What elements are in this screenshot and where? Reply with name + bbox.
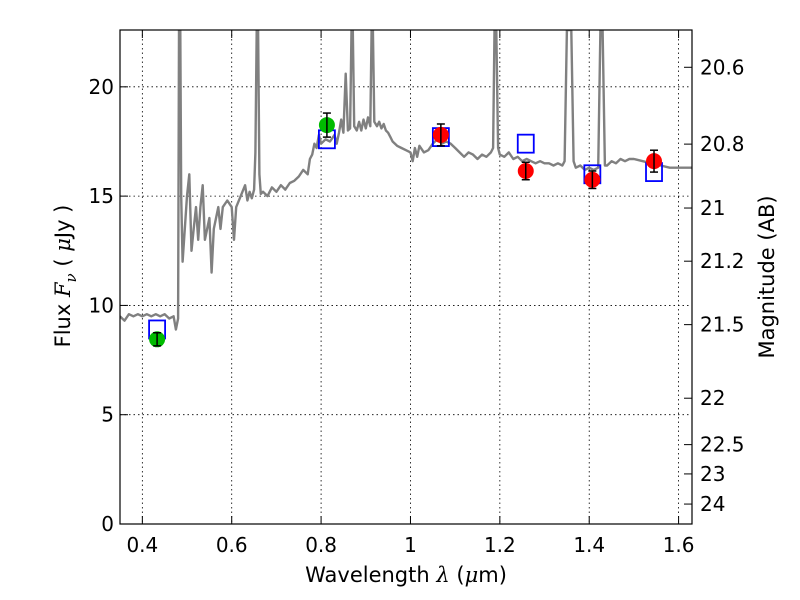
magnitude-tick-label: 20.8: [700, 132, 745, 156]
y-label-subscript: ν: [62, 273, 80, 282]
y-tick-label: 15: [89, 184, 114, 208]
x-label-unit-open: (: [456, 563, 464, 587]
x-tick-label: 0.8: [305, 533, 337, 557]
x-label-prefix: Wavelength: [305, 563, 430, 587]
x-axis-label: Wavelength λ (μm): [305, 563, 507, 587]
plot-frame: [119, 29, 693, 525]
magnitude-tick-label: 22: [700, 386, 725, 410]
y-tick-label: 20: [89, 75, 114, 99]
y-tick-label: 5: [101, 403, 114, 427]
model-spectrum-line: [120, 30, 692, 331]
y-label-unit-rest: Jy: [51, 219, 75, 240]
magnitude-tick-label: 23: [700, 462, 725, 486]
y-label-symbol: F: [51, 281, 75, 298]
magnitude-tick-label: 24: [700, 492, 725, 516]
y-label-unit-mu: μ: [51, 238, 75, 252]
x-label-unit-rest: m): [478, 563, 507, 587]
model-band-flux-square: [516, 133, 535, 154]
grid: [120, 30, 692, 525]
magnitude-tick-label: 21: [700, 196, 725, 220]
x-tick-label: 1.4: [573, 533, 605, 557]
magnitude-tick-label: 21.5: [700, 313, 745, 337]
magnitude-tick-label: 22.5: [700, 433, 745, 457]
y-label-prefix: Flux: [51, 304, 75, 348]
y-axis-label: Flux Fν ( μJy ): [51, 205, 80, 348]
x-label-unit-mu: μ: [465, 563, 479, 587]
magnitude-tick-label: 21.2: [700, 249, 745, 273]
x-tick-label: 1.6: [663, 533, 695, 557]
model-photometry-layer: [148, 127, 663, 340]
y-tick-label: 0: [101, 512, 114, 536]
x-tick-label: 0.4: [126, 533, 158, 557]
x-tick-label: 1.2: [484, 533, 516, 557]
observed-photometry-layer: [149, 112, 663, 348]
magnitude-tick-label: 20.6: [700, 55, 745, 79]
y-label-unit-close: ): [51, 205, 75, 213]
y-label-unit-open: (: [51, 258, 75, 266]
x-tick-label: 0.6: [216, 533, 248, 557]
model-spectrum-layer: [120, 30, 692, 331]
x-tick-label: 1: [404, 533, 417, 557]
x-label-symbol: λ: [435, 563, 449, 587]
y-tick-label: 10: [89, 293, 114, 317]
right-axis-label: Magnitude (AB): [755, 195, 779, 358]
ticks: 0.4 0.6 0.8 1 1.2 1.4 1.6 0 5 10 15 20 20.6 20.8 21 21.…: [89, 30, 745, 557]
